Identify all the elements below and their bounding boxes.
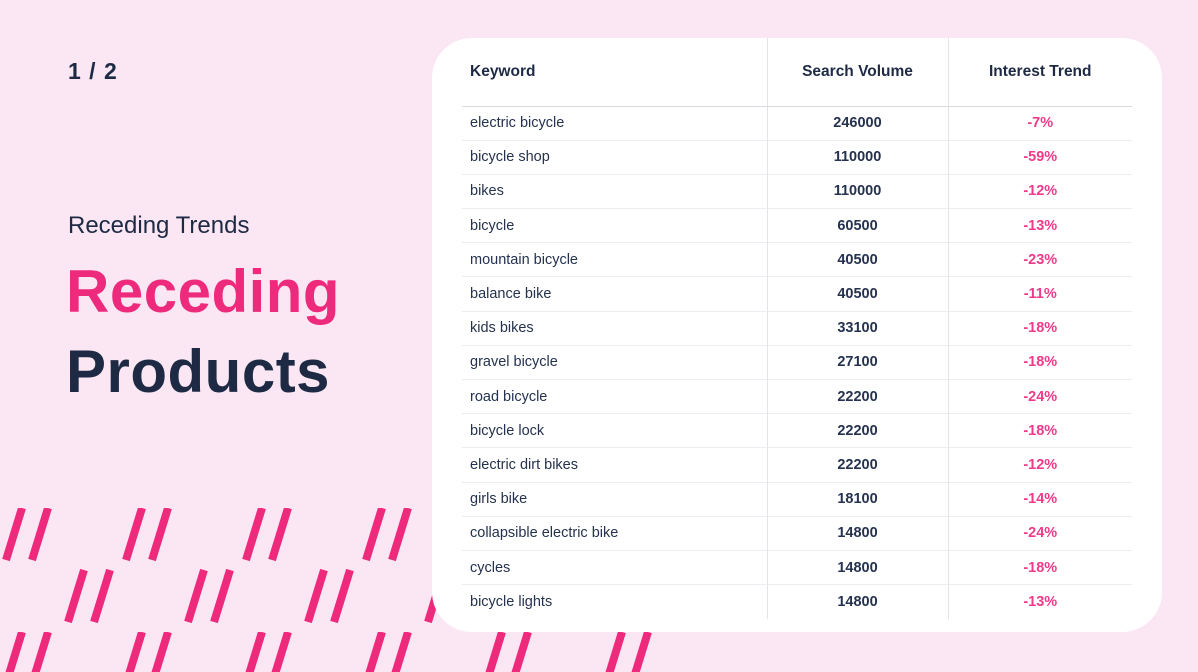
section-subtitle: Receding Trends [68, 212, 250, 239]
interest-trend-cell: -18% [948, 413, 1132, 448]
interest-trend-cell: -12% [948, 173, 1132, 209]
interest-trend-cell: -11% [948, 276, 1132, 312]
table-row: mountain bicycle 40500 -23% [462, 242, 1132, 277]
keyword-cell: bicycle lights [462, 584, 767, 619]
keyword-cell: gravel bicycle [462, 344, 767, 380]
keyword-table: Keyword Search Volume Interest Trend ele… [462, 38, 1132, 619]
column-header-interest-trend: Interest Trend [948, 38, 1132, 107]
search-volume-cell: 14800 [766, 584, 949, 619]
table-row: cycles 14800 -18% [462, 549, 1132, 585]
search-volume-cell: 110000 [766, 173, 949, 209]
page-title: Receding Products [66, 252, 340, 412]
table-row: kids bikes 33100 -18% [462, 310, 1132, 346]
keyword-cell: bicycle [462, 208, 767, 243]
search-volume-cell: 22200 [766, 447, 949, 483]
table-row: bicycle lights 14800 -13% [462, 584, 1132, 619]
column-header-search-volume: Search Volume [766, 38, 949, 107]
keyword-cell: bicycle lock [462, 413, 767, 448]
table-row: bicycle 60500 -13% [462, 208, 1132, 243]
column-header-keyword: Keyword [462, 38, 767, 107]
search-volume-cell: 33100 [766, 310, 949, 346]
table-row: balance bike 40500 -11% [462, 276, 1132, 312]
interest-trend-cell: -7% [1027, 115, 1054, 132]
interest-trend-cell: -24% [948, 515, 1132, 551]
table-row: bicycle lock 22200 -18% [462, 413, 1132, 448]
keyword-cell: cycles [462, 549, 767, 585]
search-volume-cell: 14800 [766, 515, 949, 551]
search-volume-cell: 40500 [766, 276, 949, 312]
search-volume-cell: 27100 [766, 344, 949, 380]
interest-trend-cell: -24% [948, 378, 1132, 414]
keyword-cell: collapsible electric bike [462, 515, 767, 551]
page-indicator: 1 / 2 [68, 58, 118, 84]
interest-trend-cell: -23% [948, 242, 1132, 277]
search-volume-cell: 40500 [766, 242, 949, 277]
keyword-cell: bikes [462, 173, 767, 209]
table-row: road bicycle 22200 -24% [462, 378, 1132, 414]
table-header-row: Keyword Search Volume Interest Trend [462, 38, 1132, 107]
table-row: bikes 110000 -12% [462, 173, 1132, 209]
interest-trend-cell: -18% [948, 549, 1132, 585]
table-row: electric dirt bikes 22200 -12% [462, 447, 1132, 483]
page-title-dark-line: Products [66, 338, 331, 405]
keyword-cell: girls bike [462, 481, 767, 517]
search-volume-cell: 246000 [766, 106, 949, 141]
table-row: electric bicycle 246000 -7% [462, 106, 1132, 141]
keyword-cell: kids bikes [462, 310, 767, 346]
keyword-cell: electric dirt bikes [462, 447, 767, 483]
interest-trend-cell: -18% [948, 344, 1132, 380]
interest-trend-cell: -13% [948, 584, 1132, 619]
page-title-accent-line: Receding [66, 258, 341, 325]
interest-trend-cell: -12% [948, 447, 1132, 483]
table-row: gravel bicycle 27100 -18% [462, 344, 1132, 380]
search-volume-cell: 22200 [766, 378, 949, 414]
search-volume-cell: 14800 [766, 549, 949, 585]
interest-trend-cell: -14% [948, 481, 1132, 517]
table-row: bicycle shop 110000 -59% [462, 139, 1132, 175]
interest-trend-cell: -18% [948, 310, 1132, 346]
interest-trend-cell: -59% [948, 139, 1132, 175]
table-row: collapsible electric bike 14800 -24% [462, 515, 1132, 551]
table-row: girls bike 18100 -14% [462, 481, 1132, 517]
search-volume-cell: 18100 [766, 481, 949, 517]
interest-trend-cell: -13% [948, 208, 1132, 243]
keyword-cell: bicycle shop [462, 139, 767, 175]
keyword-cell: balance bike [462, 276, 767, 312]
keyword-data-card: Keyword Search Volume Interest Trend ele… [432, 38, 1162, 632]
search-volume-cell: 22200 [766, 413, 949, 448]
keyword-cell: electric bicycle [470, 115, 565, 132]
keyword-cell: mountain bicycle [462, 242, 767, 277]
search-volume-cell: 60500 [766, 208, 949, 243]
search-volume-cell: 110000 [766, 139, 949, 175]
keyword-cell: road bicycle [462, 378, 767, 414]
